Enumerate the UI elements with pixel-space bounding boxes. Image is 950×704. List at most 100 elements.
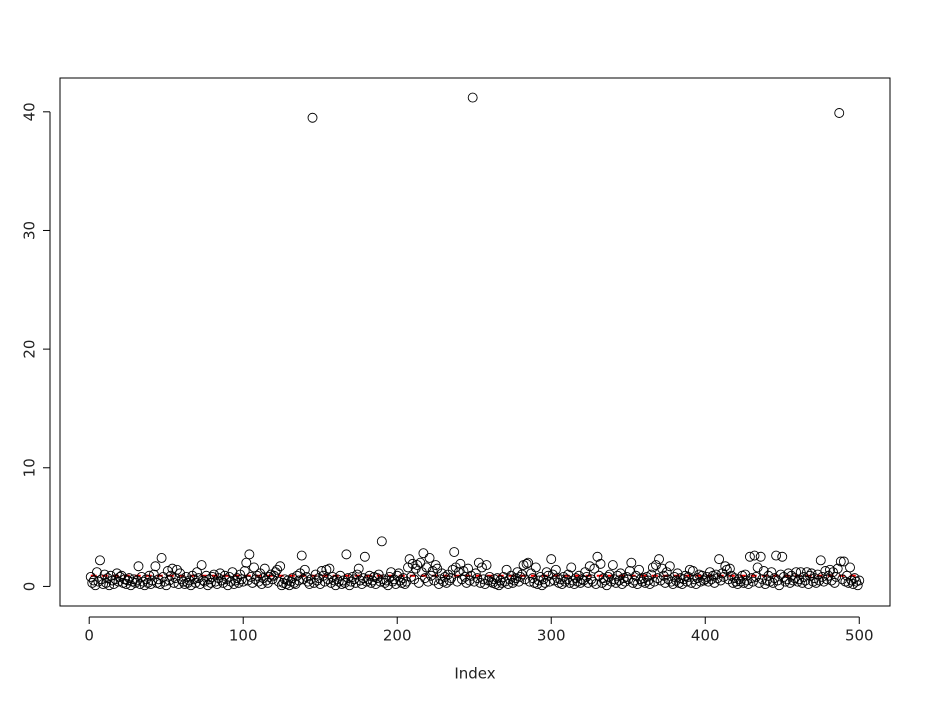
x-tick-label: 100 [229,627,258,645]
point [289,577,299,588]
point [264,571,275,582]
point [244,549,255,560]
point [748,576,758,587]
point [296,550,307,561]
point [743,579,754,589]
point [298,574,309,585]
point [444,575,455,586]
point [150,561,161,572]
point [165,570,176,581]
point [399,579,410,589]
point [478,574,489,585]
point [176,574,187,585]
point [195,579,206,589]
point [646,569,657,580]
point [581,571,592,582]
point [341,549,352,560]
point [222,580,233,591]
point [339,577,350,588]
point [589,563,600,574]
point [181,571,192,582]
point [651,560,661,571]
point [715,575,726,586]
point [595,558,606,569]
point [135,579,145,589]
point [757,574,768,585]
point [299,564,310,575]
point [515,571,526,582]
point [116,570,127,581]
point [164,575,175,586]
point [436,568,447,579]
point [95,555,105,566]
point [660,577,671,588]
point [242,575,253,586]
point [481,560,492,571]
point [333,576,344,587]
point [523,557,534,568]
point [583,577,594,588]
point [324,563,335,574]
point [803,579,814,589]
point [815,555,826,566]
point [615,568,626,579]
point [90,580,101,591]
point [330,580,341,591]
point [245,571,256,582]
point [376,536,387,547]
point [421,562,432,573]
point [749,550,760,561]
x-tick-label: 500 [845,627,874,645]
point [854,575,865,586]
point [664,561,675,572]
point [224,571,235,582]
point [698,575,709,586]
point [155,579,165,589]
x-tick-label: 200 [383,627,412,645]
point [472,573,483,584]
point [252,570,263,581]
point [501,564,512,575]
point [817,571,828,582]
point [795,567,806,578]
point [461,577,472,588]
point [732,579,743,589]
point [687,566,698,576]
point [566,562,577,573]
y-tick-label: 40 [21,102,39,121]
point [744,551,755,562]
point [629,575,640,586]
point [446,573,457,584]
point [569,579,580,589]
point [626,557,637,568]
point [754,577,765,588]
point [307,112,318,123]
point [418,548,429,559]
point [794,574,805,585]
point [654,554,664,565]
point [791,567,802,578]
point [564,577,575,588]
point [153,574,164,585]
point [447,564,458,575]
point [768,577,778,588]
point [470,568,481,579]
point [102,573,113,584]
point [718,571,729,582]
point [259,563,270,574]
point [419,573,430,584]
point [144,570,155,581]
x-tick-label: 300 [537,627,566,645]
point [480,579,490,589]
point [731,576,741,587]
point [99,569,110,580]
point [404,554,415,565]
point [458,566,469,576]
point [415,557,426,568]
point [85,571,96,582]
point [777,551,788,562]
point [766,567,777,578]
point [724,563,735,574]
point [755,551,766,562]
